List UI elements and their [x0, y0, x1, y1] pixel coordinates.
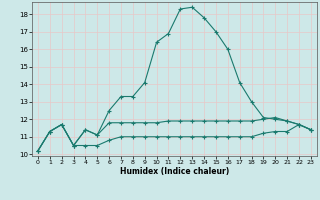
X-axis label: Humidex (Indice chaleur): Humidex (Indice chaleur)	[120, 167, 229, 176]
